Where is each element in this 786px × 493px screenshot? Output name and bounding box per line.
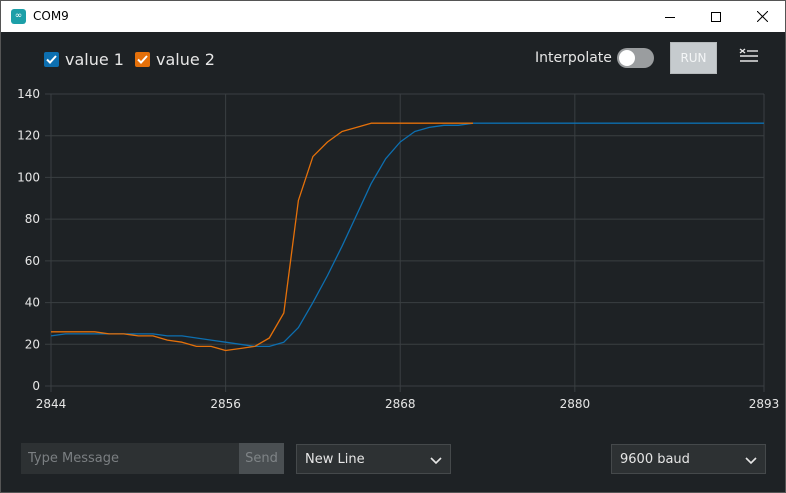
window-title: COM9 [33,9,69,23]
minimize-button[interactable] [647,1,693,32]
value-1-checkbox[interactable] [44,51,59,67]
y-tick-label: 20 [25,337,40,351]
title-bar: ∞ COM9 [1,1,785,32]
x-tick-label: 2856 [210,397,241,411]
close-button[interactable] [739,1,785,32]
line-chart: 0 20 40 60 80 100 120 140 2844 2856 2868 2880 2893 [17,87,780,411]
series-line-value-1 [50,122,764,348]
x-tick-label: 2893 [749,397,780,411]
y-tick-label: 40 [25,296,40,310]
clear-list-icon[interactable] [739,46,759,66]
maximize-icon [711,11,721,22]
y-tick-label: 80 [25,212,40,226]
y-tick-label: 100 [17,170,40,184]
checkmark-icon [46,54,57,64]
y-tick-label: 60 [25,254,40,268]
y-tick-label: 0 [32,379,40,393]
send-button[interactable]: Send [239,443,284,474]
chevron-down-icon [430,457,442,465]
maximize-button[interactable] [693,1,739,32]
legend-value-1[interactable]: value 1 [44,49,124,69]
plot-area: 0 20 40 60 80 100 120 140 2844 2856 2868 2880 2893 [1,81,785,421]
line-ending-select[interactable]: New Line [296,444,451,474]
value-1-label: value 1 [65,49,124,69]
legend-value-2[interactable]: value 2 [135,49,215,69]
y-tick-label: 140 [17,87,40,101]
x-tick-label: 2880 [560,397,591,411]
message-input[interactable] [21,443,239,474]
minimize-icon [665,16,675,18]
interpolate-label: Interpolate [535,50,612,66]
run-button[interactable]: RUN [670,42,717,74]
interpolate-toggle[interactable] [617,48,654,68]
x-tick-label: 2868 [385,397,416,411]
y-tick-label: 120 [17,129,40,143]
infinity-icon: ∞ [11,9,26,24]
checkmark-icon [137,54,148,64]
baud-rate-value: 9600 baud [620,451,690,467]
value-2-label: value 2 [156,49,215,69]
line-ending-value: New Line [305,451,365,467]
close-icon [756,11,768,22]
baud-rate-select[interactable]: 9600 baud [611,444,766,474]
chevron-down-icon [745,457,757,465]
series-line-value-2 [51,122,473,352]
toggle-knob [619,50,635,66]
x-tick-label: 2844 [36,397,67,411]
value-2-checkbox[interactable] [135,51,150,67]
